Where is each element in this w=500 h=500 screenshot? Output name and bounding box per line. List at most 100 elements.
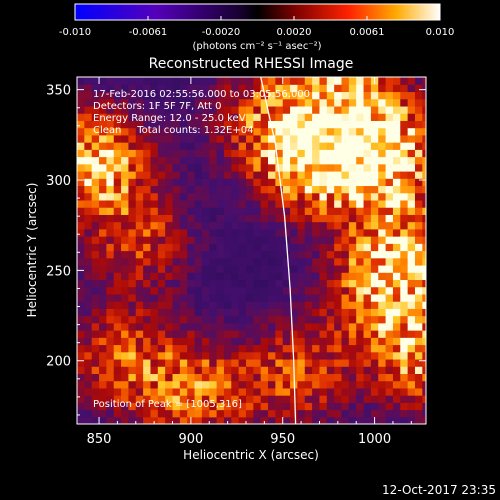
heatmap-cell bbox=[209, 308, 218, 317]
heatmap-cell bbox=[165, 127, 174, 136]
heatmap-cell bbox=[143, 156, 152, 165]
heatmap-cell bbox=[334, 207, 343, 215]
heatmap-cell bbox=[245, 185, 254, 194]
heatmap-cell bbox=[378, 91, 387, 100]
heatmap-cell bbox=[216, 337, 225, 346]
heatmap-cell bbox=[245, 127, 254, 136]
heatmap-cell bbox=[268, 105, 276, 114]
heatmap-cell bbox=[312, 185, 321, 194]
heatmap-cell bbox=[245, 387, 254, 396]
heatmap-cell bbox=[341, 77, 350, 85]
heatmap-cell bbox=[209, 272, 218, 281]
heatmap-cell bbox=[77, 120, 85, 129]
heatmap-cell bbox=[113, 387, 122, 396]
heatmap-cell bbox=[370, 279, 379, 288]
heatmap-cell bbox=[304, 77, 313, 85]
heatmap-cell bbox=[414, 113, 423, 121]
heatmap-cell bbox=[319, 301, 328, 309]
heatmap-cell bbox=[392, 185, 401, 194]
heatmap-cell bbox=[99, 127, 107, 136]
heatmap-cell bbox=[201, 156, 210, 165]
heatmap-cell bbox=[165, 286, 174, 295]
heatmap-cell bbox=[407, 308, 416, 317]
heatmap-cell bbox=[268, 373, 276, 382]
heatmap-cell bbox=[194, 279, 203, 288]
heatmap-cell bbox=[290, 134, 299, 143]
heatmap-cell bbox=[414, 308, 423, 317]
heatmap-cell bbox=[363, 322, 372, 331]
heatmap-cell bbox=[77, 373, 85, 382]
heatmap-cell bbox=[113, 250, 122, 259]
heatmap-cell bbox=[150, 322, 159, 331]
heatmap-cell bbox=[341, 416, 350, 424]
heatmap-cell bbox=[223, 221, 232, 230]
heatmap-cell bbox=[370, 170, 379, 179]
heatmap-cell bbox=[326, 380, 335, 389]
heatmap-cell bbox=[135, 286, 144, 295]
heatmap-cell bbox=[260, 156, 269, 165]
heatmap-cell bbox=[187, 221, 196, 230]
heatmap-cell bbox=[84, 264, 93, 273]
heatmap-cell bbox=[363, 337, 372, 346]
heatmap-cell bbox=[143, 77, 152, 85]
heatmap-cell bbox=[282, 308, 291, 317]
heatmap-cell bbox=[400, 84, 409, 93]
heatmap-cell bbox=[297, 134, 306, 143]
heatmap-cell bbox=[187, 409, 196, 418]
heatmap-cell bbox=[106, 330, 115, 338]
heatmap-cell bbox=[209, 366, 218, 374]
heatmap-cell bbox=[370, 358, 379, 367]
heatmap-cell bbox=[422, 286, 426, 295]
heatmap-cell bbox=[275, 330, 284, 338]
heatmap-cell bbox=[194, 192, 203, 201]
heatmap-cell bbox=[194, 395, 203, 403]
heatmap-cell bbox=[121, 77, 130, 85]
heatmap-cell bbox=[172, 120, 181, 129]
heatmap-cell bbox=[238, 351, 247, 360]
heatmap-cell bbox=[150, 330, 159, 338]
heatmap-cell bbox=[223, 214, 232, 223]
heatmap-cell bbox=[231, 120, 240, 129]
heatmap-cell bbox=[209, 185, 218, 194]
heatmap-cell bbox=[334, 170, 343, 179]
heatmap-cell bbox=[414, 214, 423, 223]
heatmap-cell bbox=[113, 91, 122, 100]
heatmap-cell bbox=[179, 387, 188, 396]
heatmap-cell bbox=[348, 178, 357, 187]
heatmap-cell bbox=[378, 315, 387, 324]
heatmap-cell bbox=[348, 315, 357, 324]
heatmap-cell bbox=[135, 308, 144, 317]
heatmap-cell bbox=[297, 301, 306, 309]
heatmap-cell bbox=[378, 337, 387, 346]
heatmap-cell bbox=[121, 207, 130, 215]
heatmap-cell bbox=[304, 134, 313, 143]
heatmap-cell bbox=[400, 395, 409, 403]
heatmap-cell bbox=[282, 185, 291, 194]
heatmap-cell bbox=[223, 373, 232, 382]
chart-title: Reconstructed RHESSI Image bbox=[149, 56, 354, 72]
heatmap-cell bbox=[143, 358, 152, 367]
heatmap-cell bbox=[91, 286, 100, 295]
heatmap-cell bbox=[223, 264, 232, 273]
heatmap-cell bbox=[378, 301, 387, 309]
heatmap-cell bbox=[326, 185, 335, 194]
heatmap-cell bbox=[223, 178, 232, 187]
heatmap-cell bbox=[238, 380, 247, 389]
heatmap-cell bbox=[150, 84, 159, 93]
heatmap-cell bbox=[334, 322, 343, 331]
heatmap-cell bbox=[209, 77, 218, 85]
heatmap-cell bbox=[150, 163, 159, 172]
heatmap-cell bbox=[106, 178, 115, 187]
heatmap-cell bbox=[260, 351, 269, 360]
heatmap-cell bbox=[414, 395, 423, 403]
heatmap-cell bbox=[319, 134, 328, 143]
heatmap-cell bbox=[91, 264, 100, 273]
heatmap-cell bbox=[363, 416, 372, 424]
heatmap-cell bbox=[223, 351, 232, 360]
heatmap-cell bbox=[172, 163, 181, 172]
heatmap-cell bbox=[304, 395, 313, 403]
heatmap-cell bbox=[128, 98, 137, 107]
heatmap-cell bbox=[231, 366, 240, 374]
heatmap-cell bbox=[326, 387, 335, 396]
heatmap-cell bbox=[282, 91, 291, 100]
